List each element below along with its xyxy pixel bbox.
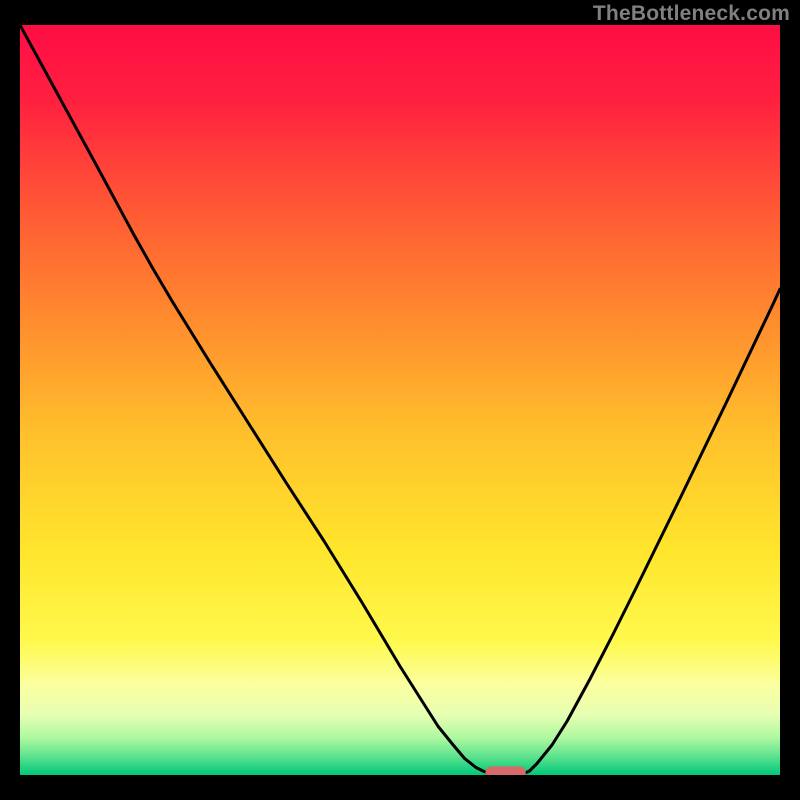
chart-background (20, 25, 780, 775)
optimal-range-marker (486, 766, 526, 775)
chart-svg (20, 25, 780, 775)
chart-plot-area (20, 25, 780, 775)
watermark-text: TheBottleneck.com (593, 2, 790, 26)
